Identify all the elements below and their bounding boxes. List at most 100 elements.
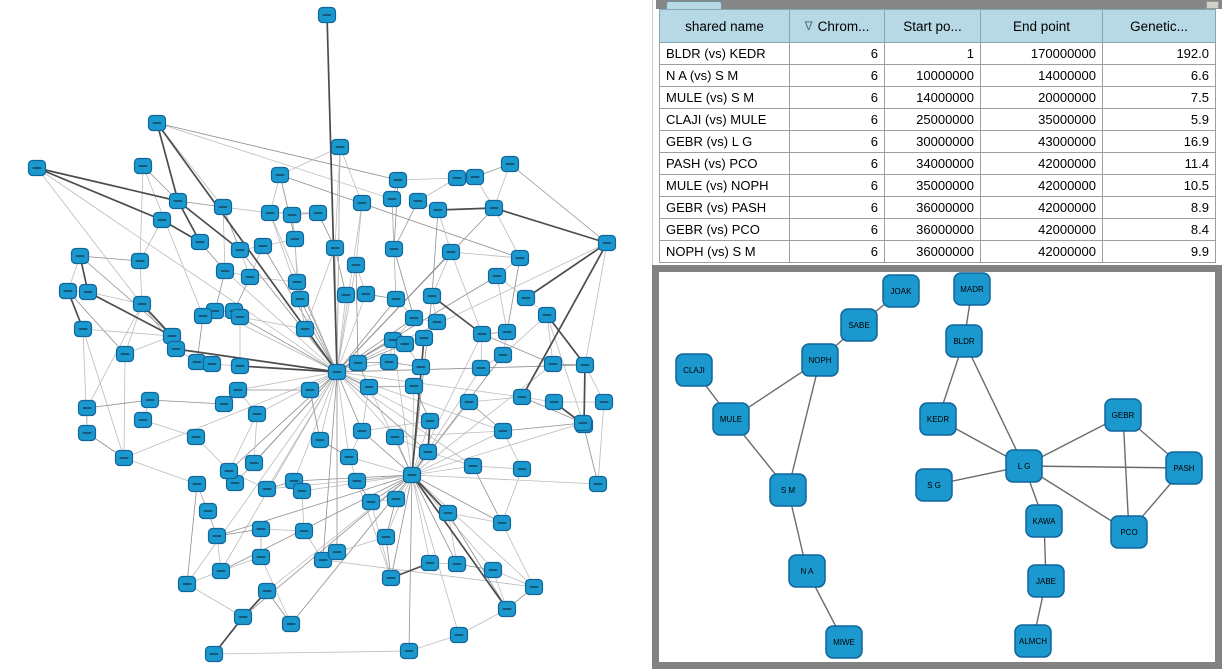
network-node[interactable] <box>281 615 301 633</box>
network-node[interactable] <box>484 199 504 217</box>
table-cell[interactable]: 35000000 <box>884 174 981 197</box>
network-node[interactable] <box>471 359 491 377</box>
network-node[interactable] <box>70 247 90 265</box>
table-cell[interactable]: 11.4 <box>1102 152 1216 175</box>
graph-node-miwe[interactable]: MIWE <box>825 625 863 659</box>
network-node[interactable] <box>483 561 503 579</box>
table-cell[interactable]: 6 <box>789 130 885 153</box>
network-node[interactable] <box>133 411 153 429</box>
network-node[interactable] <box>177 575 197 593</box>
table-cell[interactable]: 1 <box>884 42 981 65</box>
network-node[interactable] <box>214 395 234 413</box>
network-node[interactable] <box>428 201 448 219</box>
table-row[interactable]: BLDR (vs) KEDR 6 1 170000000 192.0 <box>659 42 1216 65</box>
table-cell[interactable]: 5.9 <box>1102 108 1216 131</box>
network-node[interactable] <box>381 569 401 587</box>
table-cell[interactable]: 6.6 <box>1102 64 1216 87</box>
network-node[interactable] <box>77 399 97 417</box>
network-node[interactable] <box>524 578 544 596</box>
table-cell[interactable]: 25000000 <box>884 108 981 131</box>
table-cell[interactable]: 6 <box>789 86 885 109</box>
network-node[interactable] <box>492 514 512 532</box>
table-cell[interactable]: 10.5 <box>1102 174 1216 197</box>
network-node[interactable] <box>140 391 160 409</box>
table-cell[interactable]: 35000000 <box>980 108 1103 131</box>
table-cell[interactable]: 6 <box>789 174 885 197</box>
network-node[interactable] <box>575 356 595 374</box>
table-cell[interactable]: 6 <box>789 240 885 263</box>
table-cell[interactable]: 6 <box>789 152 885 175</box>
network-node[interactable] <box>449 626 469 644</box>
network-node[interactable] <box>300 381 320 399</box>
network-node[interactable] <box>339 448 359 466</box>
network-node[interactable] <box>295 320 315 338</box>
table-cell[interactable]: GEBR (vs) L G <box>659 130 790 153</box>
network-node[interactable] <box>193 307 213 325</box>
network-node[interactable] <box>257 480 277 498</box>
network-node[interactable] <box>379 353 399 371</box>
table-cell[interactable]: 6 <box>789 108 885 131</box>
table-cell[interactable]: 42000000 <box>980 152 1103 175</box>
column-header-chrom-[interactable]: ∇ Chrom... <box>789 9 885 43</box>
network-node[interactable] <box>418 443 438 461</box>
network-node[interactable] <box>411 358 431 376</box>
network-node[interactable] <box>537 306 557 324</box>
network-node[interactable] <box>247 405 267 423</box>
network-node[interactable] <box>211 562 231 580</box>
graph-node-kedr[interactable]: KEDR <box>919 402 957 436</box>
network-node[interactable] <box>422 287 442 305</box>
network-node[interactable] <box>230 308 250 326</box>
table-cell[interactable]: 14000000 <box>884 86 981 109</box>
network-node[interactable] <box>597 234 617 252</box>
graph-node-n-a[interactable]: N A <box>788 554 826 588</box>
column-header-shared-name[interactable]: shared name <box>659 9 790 43</box>
network-node[interactable] <box>402 466 422 484</box>
filter-icon[interactable]: ∇ <box>804 18 813 33</box>
network-node[interactable] <box>497 600 517 618</box>
network-node[interactable] <box>543 355 563 373</box>
table-cell[interactable]: 43000000 <box>980 130 1103 153</box>
network-node[interactable] <box>497 323 517 341</box>
graph-node-kawa[interactable]: KAWA <box>1025 504 1063 538</box>
network-node[interactable] <box>187 475 207 493</box>
network-node[interactable] <box>493 346 513 364</box>
network-node[interactable] <box>414 329 434 347</box>
network-node[interactable] <box>386 490 406 508</box>
network-node[interactable] <box>130 252 150 270</box>
table-row[interactable]: GEBR (vs) PASH 6 36000000 42000000 8.9 <box>659 196 1216 219</box>
table-cell[interactable]: N A (vs) S M <box>659 64 790 87</box>
table-cell[interactable]: 30000000 <box>884 130 981 153</box>
graph-node-s-g[interactable]: S G <box>915 468 953 502</box>
network-node[interactable] <box>388 171 408 189</box>
network-node[interactable] <box>510 249 530 267</box>
graph-node-l-g[interactable]: L G <box>1005 449 1043 483</box>
network-node[interactable] <box>308 204 328 222</box>
table-cell[interactable]: MULE (vs) NOPH <box>659 174 790 197</box>
network-node[interactable] <box>420 554 440 572</box>
network-node[interactable] <box>352 194 372 212</box>
network-node[interactable] <box>427 313 447 331</box>
table-row[interactable]: MULE (vs) S M 6 14000000 20000000 7.5 <box>659 86 1216 109</box>
network-node[interactable] <box>133 157 153 175</box>
network-node[interactable] <box>202 355 222 373</box>
table-cell[interactable]: 42000000 <box>980 240 1103 263</box>
network-node[interactable] <box>447 555 467 573</box>
graph-node-sabe[interactable]: SABE <box>840 308 878 342</box>
table-row[interactable]: PASH (vs) PCO 6 34000000 42000000 11.4 <box>659 152 1216 175</box>
network-node[interactable] <box>327 363 347 381</box>
table-cell[interactable]: 8.4 <box>1102 218 1216 241</box>
table-cell[interactable]: 10000000 <box>884 64 981 87</box>
network-node[interactable] <box>352 422 372 440</box>
column-header-genetic-[interactable]: Genetic... <box>1102 9 1216 43</box>
network-node[interactable] <box>147 114 167 132</box>
network-node[interactable] <box>282 206 302 224</box>
table-cell[interactable]: GEBR (vs) PASH <box>659 196 790 219</box>
network-node[interactable] <box>251 548 271 566</box>
table-cell[interactable]: PASH (vs) PCO <box>659 152 790 175</box>
network-node[interactable] <box>230 241 250 259</box>
graph-node-gebr[interactable]: GEBR <box>1104 398 1142 432</box>
table-cell[interactable]: NOPH (vs) S M <box>659 240 790 263</box>
table-cell[interactable]: 6 <box>789 196 885 219</box>
table-row[interactable]: GEBR (vs) PCO 6 36000000 42000000 8.4 <box>659 218 1216 241</box>
graph-node-jabe[interactable]: JABE <box>1027 564 1065 598</box>
